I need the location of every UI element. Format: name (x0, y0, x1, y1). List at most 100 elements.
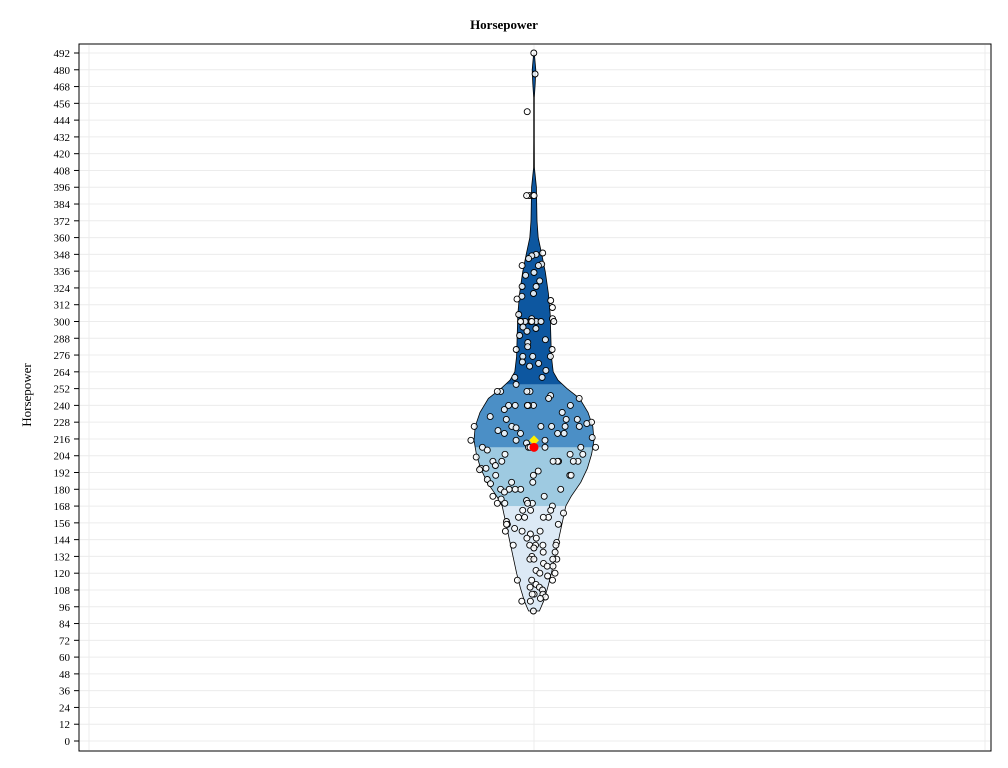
data-point (539, 541, 547, 549)
data-point (521, 513, 529, 521)
data-point (549, 576, 556, 584)
data-point (541, 436, 549, 444)
data-point (487, 480, 494, 488)
y-tick-label: 276 (54, 350, 71, 362)
data-point (528, 318, 536, 325)
data-point (518, 358, 526, 366)
data-point (518, 527, 526, 535)
data-point (519, 506, 527, 514)
data-point (560, 509, 567, 517)
y-tick-label: 252 (54, 384, 71, 396)
data-point (500, 406, 508, 414)
data-point (493, 387, 501, 395)
data-point (518, 597, 526, 605)
data-point (501, 527, 509, 535)
data-point (524, 343, 532, 351)
data-point (523, 534, 531, 542)
y-tick-label: 156 (54, 518, 71, 530)
y-tick-label: 0 (65, 736, 71, 748)
y-tick-label: 348 (54, 249, 71, 261)
data-point (524, 401, 531, 409)
data-point (532, 283, 540, 290)
y-tick-label: 408 (54, 165, 71, 177)
y-tick-label: 132 (54, 551, 71, 563)
data-point (530, 192, 538, 200)
data-point (562, 415, 570, 423)
data-point (470, 422, 478, 430)
data-point (512, 380, 520, 388)
data-point (541, 336, 549, 344)
data-point (515, 513, 522, 521)
data-point (550, 318, 558, 325)
data-point (529, 607, 537, 615)
data-point (501, 499, 509, 507)
data-point (523, 192, 531, 200)
data-point (486, 413, 494, 421)
data-point (511, 401, 519, 409)
y-tick-label: 108 (54, 585, 71, 597)
data-point (548, 346, 556, 353)
y-tick-label: 312 (54, 300, 71, 312)
data-point (530, 49, 538, 57)
data-point (516, 332, 524, 339)
data-point (551, 569, 559, 577)
data-point (540, 492, 548, 500)
data-point (579, 450, 587, 458)
data-point (551, 548, 559, 556)
data-point (539, 249, 547, 257)
data-point (583, 420, 591, 428)
data-point (523, 327, 531, 335)
data-point (567, 471, 575, 479)
data-point (491, 462, 499, 469)
y-tick-label: 24 (59, 702, 71, 714)
y-tick-label: 84 (59, 619, 71, 631)
data-point (561, 422, 569, 430)
data-point (548, 304, 556, 311)
data-point (527, 506, 535, 514)
data-point (526, 583, 534, 591)
data-point (518, 283, 526, 290)
data-point (502, 415, 510, 423)
data-point (545, 394, 553, 402)
data-point (530, 555, 538, 563)
data-point (500, 429, 508, 437)
y-tick-label: 204 (54, 451, 71, 463)
data-point (537, 422, 545, 430)
y-tick-label: 180 (54, 484, 71, 496)
data-point (519, 352, 527, 360)
data-point (566, 401, 574, 409)
y-tick-label: 228 (54, 417, 71, 429)
y-tick-label: 36 (59, 686, 71, 698)
data-point (498, 457, 506, 465)
y-tick-label: 432 (54, 132, 71, 144)
data-point (494, 427, 502, 435)
data-point (512, 346, 520, 353)
y-tick-label: 216 (54, 434, 71, 446)
data-point (566, 450, 574, 458)
data-point (522, 271, 530, 279)
y-tick-label: 48 (59, 669, 71, 681)
data-point (575, 422, 583, 430)
data-point (524, 499, 532, 507)
data-point (526, 597, 534, 605)
data-point (538, 373, 546, 381)
y-tick-label: 240 (54, 400, 71, 412)
data-point (517, 318, 525, 325)
data-point (548, 422, 556, 430)
median-marker (529, 442, 539, 452)
data-point (552, 541, 560, 549)
y-tick-label: 360 (54, 233, 71, 245)
summary-markers (529, 435, 539, 452)
data-point (575, 394, 583, 402)
data-point (493, 499, 501, 507)
data-point (532, 325, 540, 332)
data-point (544, 572, 552, 580)
data-point (554, 520, 562, 528)
y-tick-label: 456 (54, 98, 71, 110)
y-tick-label: 384 (54, 199, 71, 211)
data-point (536, 277, 544, 285)
y-tick-label: 372 (54, 216, 71, 228)
data-point (511, 485, 519, 493)
data-point (511, 373, 519, 381)
